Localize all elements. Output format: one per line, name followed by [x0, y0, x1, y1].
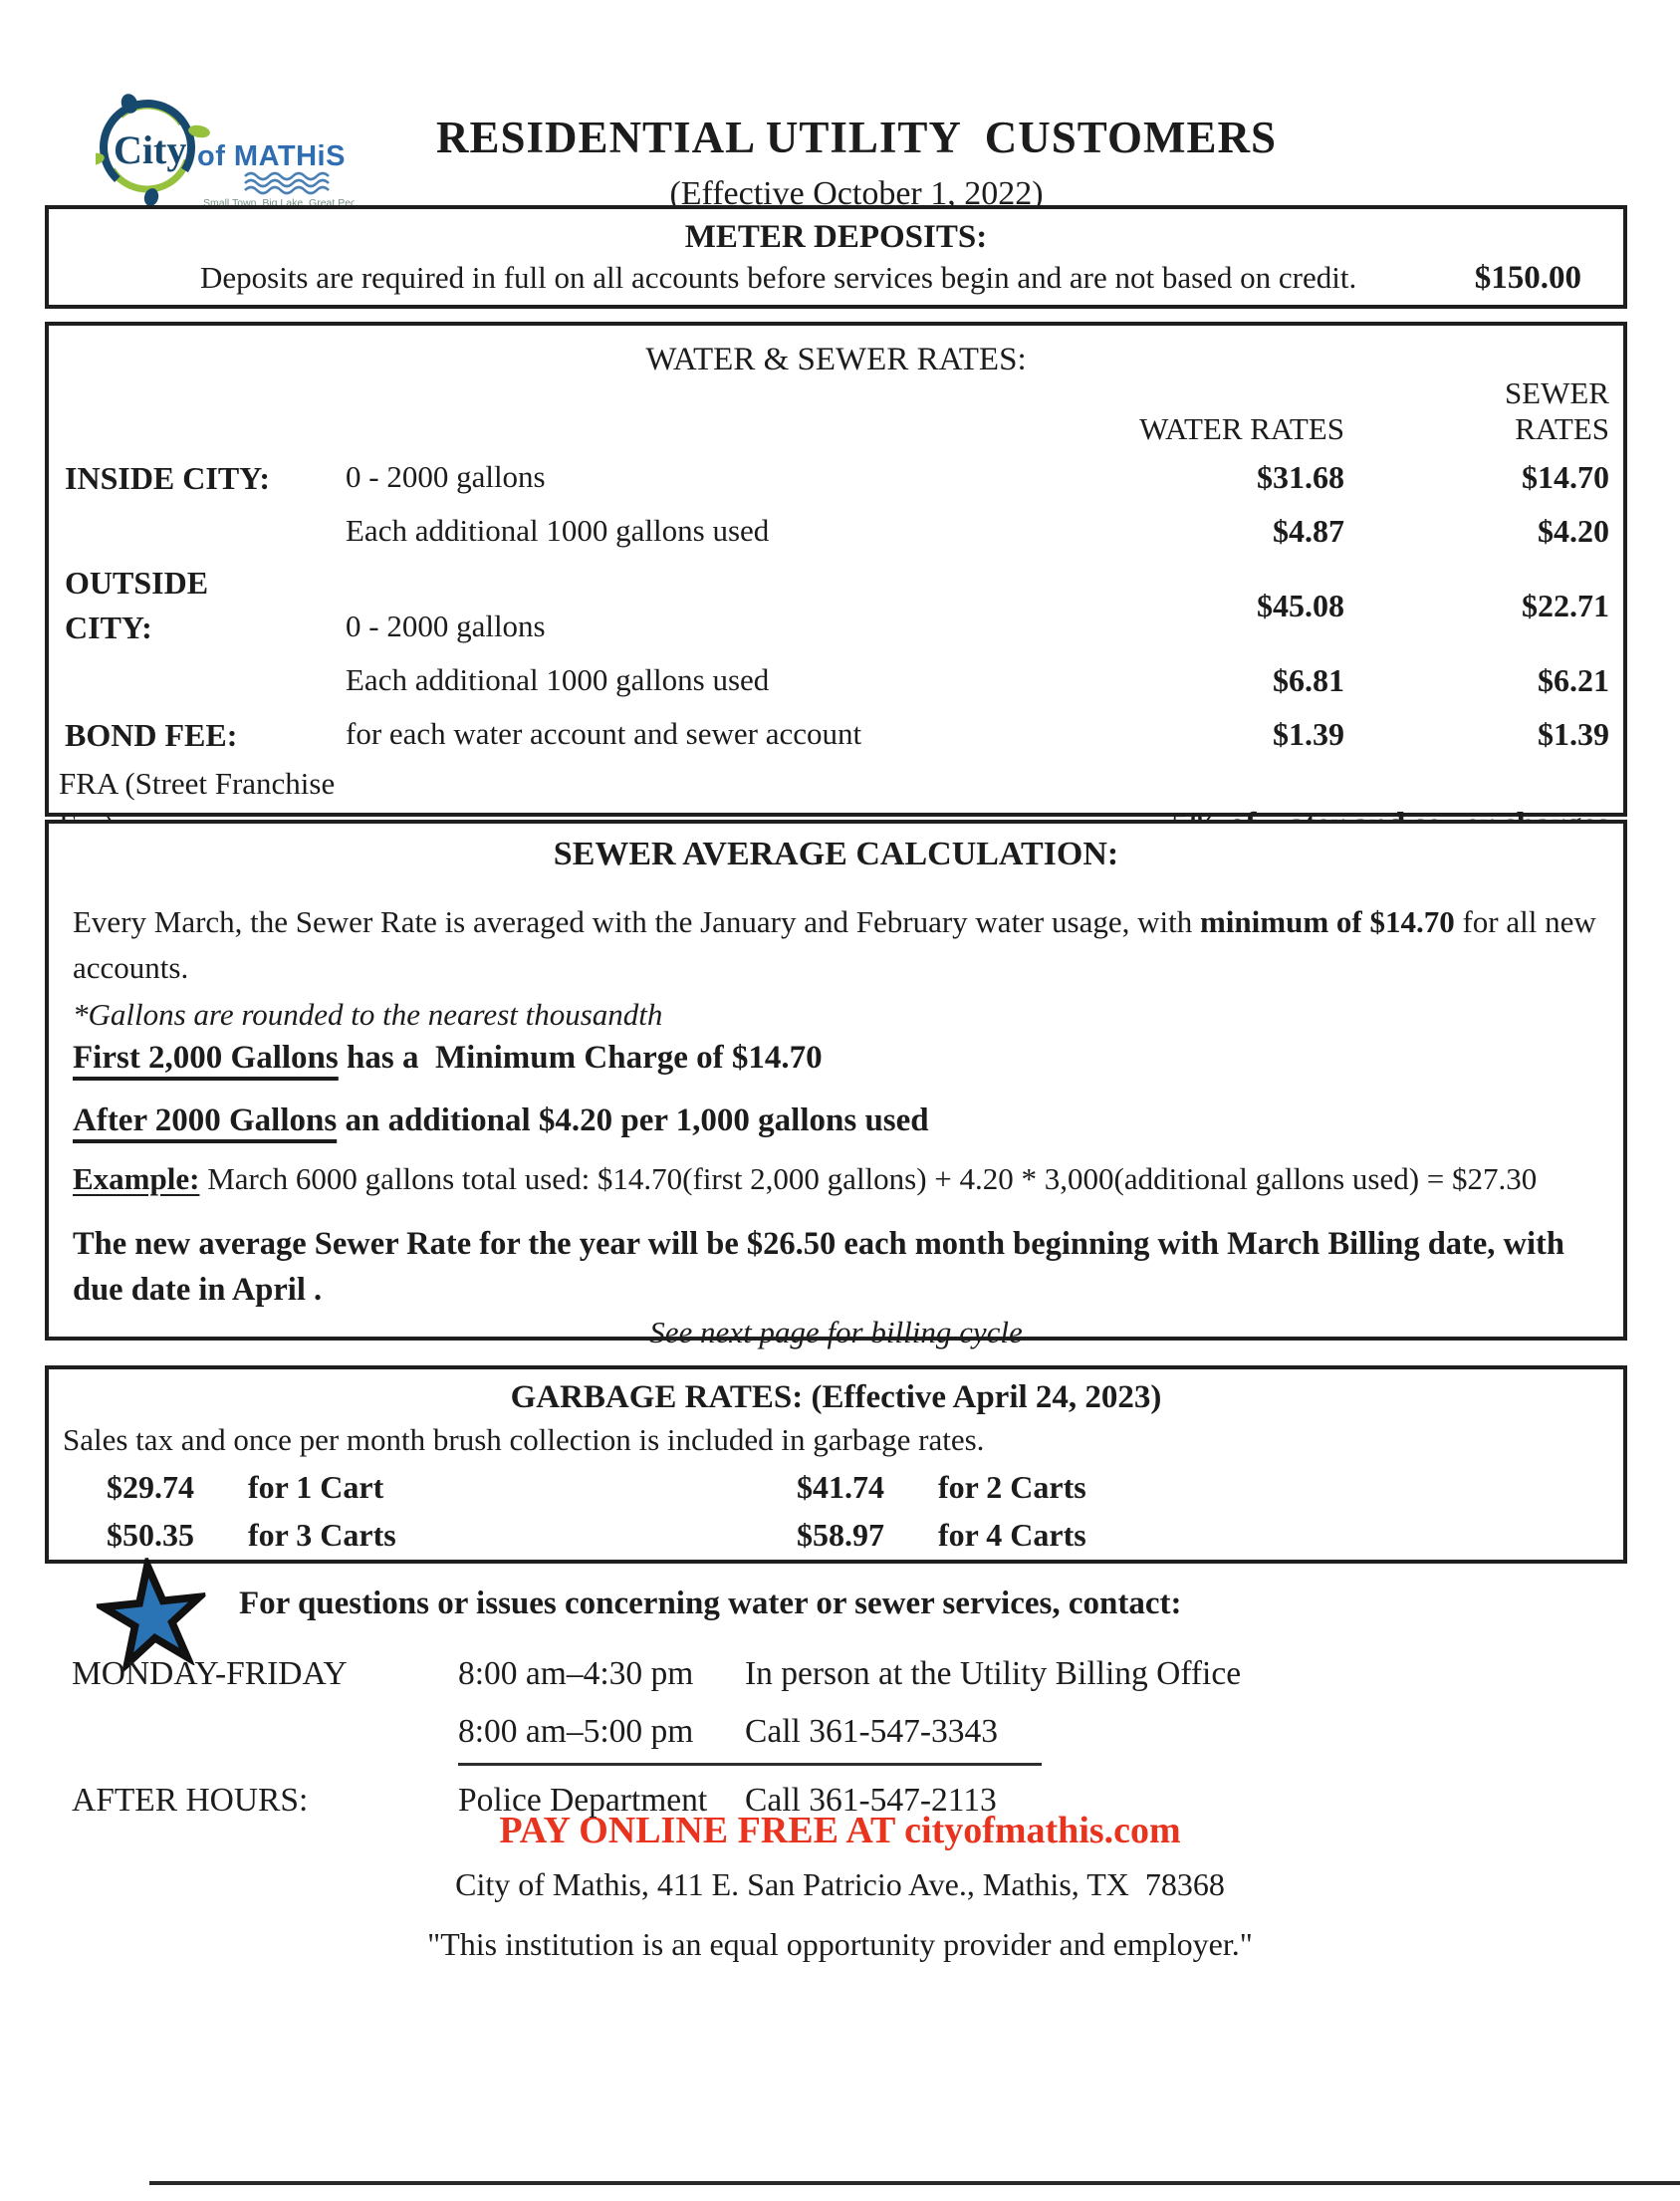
table-row: INSIDE CITY: 0 - 2000 gallons $31.68 $14…: [65, 450, 1609, 504]
contact-row: MONDAY-FRIDAY 8:00 am–4:30 pm In person …: [72, 1655, 1466, 1693]
city-address: City of Mathis, 411 E. San Patricio Ave.…: [455, 1866, 1225, 1902]
table-row: Each additional 1000 gallons used $4.87 …: [65, 504, 1609, 558]
contact-method: Call 361-547-3343: [745, 1713, 999, 1750]
paragraph-text: Every March, the Sewer Rate is averaged …: [73, 904, 1200, 939]
contact-day: MONDAY-FRIDAY: [72, 1655, 348, 1692]
rate-row-desc: Each additional 1000 gallons used: [346, 662, 770, 697]
table-row: OUTSIDE CITY: 0 - 2000 gallons $45.08 $2…: [65, 558, 1609, 653]
sewer-rate-value: $14.70: [1522, 458, 1609, 495]
example-text: March 6000 gallons total used: $14.70(fi…: [199, 1161, 1538, 1197]
garbage-rate-label: for 1 Cart: [248, 1469, 384, 1505]
underlined-text: After 2000 Gallons: [73, 1102, 338, 1139]
sewer-average-paragraph: Every March, the Sewer Rate is averaged …: [73, 899, 1599, 991]
paragraph-bold-text: minimum of $14.70: [1199, 904, 1455, 939]
meter-deposits-title: METER DEPOSITS:: [684, 219, 988, 255]
sewer-average-title: SEWER AVERAGE CALCULATION:: [553, 836, 1119, 872]
rate-row-desc: Each additional 1000 gallons used: [346, 513, 770, 549]
sewer-rate-value: $22.71: [1522, 587, 1609, 623]
garbage-rate-item: $41.74 for 2 Carts: [797, 1464, 1623, 1510]
meter-deposits-row: Deposits are required in full on all acc…: [49, 256, 1623, 297]
meter-deposits-amount: $150.00: [1474, 260, 1581, 296]
average-rate-note: The new average Sewer Rate for the year …: [73, 1226, 1564, 1309]
underlined-text: First 2,000 Gallons: [73, 1040, 339, 1077]
garbage-rate-item: $50.35 for 3 Carts: [107, 1512, 797, 1558]
rate-row-desc: 0 - 2000 gallons: [346, 459, 546, 495]
contact-row: 8:00 am–5:00 pm Call 361-547-3343: [72, 1713, 1466, 1766]
rate-row-label: BOND FEE:: [65, 716, 238, 753]
water-rate-value: $4.87: [1273, 512, 1344, 549]
sewer-rate-value: $1.39: [1538, 715, 1609, 752]
water-rate-value: $1.39: [1273, 715, 1344, 752]
example-label: Example:: [73, 1161, 200, 1197]
rate-row-label: OUTSIDE CITY:: [65, 564, 209, 645]
city-of-mathis-logo: City of MATHiS Small Town. Big Lake. Gre…: [83, 92, 373, 217]
sewer-rate-value: $4.20: [1538, 512, 1609, 549]
line-text: an additional $4.20 per 1,000 gallons us…: [337, 1102, 929, 1139]
contact-underlined-group: 8:00 am–5:00 pm Call 361-547-3343: [458, 1713, 1042, 1766]
water-rate-value: $6.81: [1273, 661, 1344, 698]
equal-opportunity-statement: "This institution is an equal opportunit…: [427, 1926, 1253, 1962]
fra-label: FRA (Street Franchise Fee): [59, 765, 336, 843]
contact-row: AFTER HOURS: Police Department Call 361-…: [72, 1782, 1466, 1820]
rate-row-desc: 0 - 2000 gallons: [346, 609, 546, 643]
contact-hours: 8:00 am–4:30 pm: [458, 1655, 694, 1692]
water-rate-value: $45.08: [1257, 587, 1344, 623]
first-gallons-line: First 2,000 Gallons has a Minimum Charge…: [73, 1040, 1599, 1077]
table-row: BOND FEE: for each water account and sew…: [65, 707, 1609, 761]
contact-hours: 8:00 am–5:00 pm: [458, 1713, 694, 1750]
garbage-rate-price: $29.74: [107, 1469, 194, 1505]
garbage-rate-label: for 2 Carts: [938, 1469, 1086, 1505]
logo-word-of-mathis: of MATHiS: [197, 140, 346, 172]
contact-method: Call 361-547-2113: [745, 1782, 997, 1819]
garbage-rate-price: $58.97: [797, 1517, 884, 1554]
rate-row-label: INSIDE CITY:: [65, 460, 270, 497]
after-gallons-line: After 2000 Gallons an additional $4.20 p…: [73, 1102, 1599, 1139]
water-sewer-title: WATER & SEWER RATES:: [645, 342, 1027, 377]
contact-table: MONDAY-FRIDAY 8:00 am–4:30 pm In person …: [72, 1649, 1466, 1820]
sewer-rates-column-header: SEWER RATES: [1504, 375, 1609, 446]
gallons-rounding-note: *Gallons are rounded to the nearest thou…: [73, 996, 663, 1032]
rate-row-desc: for each water account and sewer account: [346, 716, 862, 751]
contact-day: AFTER HOURS:: [72, 1782, 309, 1819]
sewer-rate-value: $6.21: [1538, 661, 1609, 698]
star-icon: [91, 1553, 212, 1675]
sewer-average-section: SEWER AVERAGE CALCULATION: Every March, …: [45, 820, 1627, 1349]
garbage-rate-price: $50.35: [107, 1517, 194, 1554]
logo-word-city: City: [114, 127, 186, 172]
city-of-mathis-logo-graphic: City of MATHiS Small Town. Big Lake. Gre…: [83, 94, 373, 209]
water-sewer-rates-section: WATER & SEWER RATES: WATER RATES SEWER R…: [45, 322, 1627, 843]
table-header-row: WATER RATES SEWER RATES: [65, 375, 1609, 450]
garbage-rates-grid: $29.74 for 1 Cart $41.74 for 2 Carts $50…: [49, 1464, 1623, 1559]
meter-deposits-description: Deposits are required in full on all acc…: [200, 260, 1357, 295]
see-next-page-note: See next page for billing cycle: [649, 1315, 1023, 1350]
scan-edge-line: [149, 2181, 1680, 2185]
meter-deposits-section: METER DEPOSITS: Deposits are required in…: [45, 205, 1627, 309]
garbage-rate-price: $41.74: [797, 1469, 884, 1505]
water-rate-value: $31.68: [1257, 458, 1344, 495]
garbage-rate-item: $58.97 for 4 Carts: [797, 1512, 1623, 1558]
garbage-rates-title: GARBAGE RATES: (Effective April 24, 2023…: [510, 1379, 1162, 1415]
water-sewer-table: WATER RATES SEWER RATES INSIDE CITY: 0 -…: [65, 375, 1609, 761]
contact-hours: Police Department: [458, 1782, 708, 1819]
garbage-rates-section: GARBAGE RATES: (Effective April 24, 2023…: [45, 1365, 1627, 1564]
paragraph-text: for all new accounts.: [73, 904, 1596, 985]
garbage-rate-label: for 4 Carts: [938, 1517, 1086, 1554]
pay-online-banner: PAY ONLINE FREE AT cityofmathis.com: [499, 1810, 1181, 1851]
table-row: Each additional 1000 gallons used $6.81 …: [65, 653, 1609, 707]
contact-heading: For questions or issues concerning water…: [239, 1586, 1182, 1621]
logo-water-waves: [244, 171, 330, 195]
example-line: Example: March 6000 gallons total used: …: [73, 1161, 1599, 1197]
document-header: RESIDENTIAL UTILITY CUSTOMERS (Effective…: [279, 112, 1434, 213]
garbage-rate-item: $29.74 for 1 Cart: [107, 1464, 797, 1510]
contact-method: In person at the Utility Billing Office: [745, 1655, 1242, 1692]
line-text: has a Minimum Charge of $14.70: [338, 1040, 823, 1077]
water-rates-column-header: WATER RATES: [1139, 410, 1344, 446]
garbage-rates-subtitle: Sales tax and once per month brush colle…: [63, 1422, 985, 1457]
garbage-rate-label: for 3 Carts: [248, 1517, 396, 1554]
page-title: RESIDENTIAL UTILITY CUSTOMERS: [436, 113, 1277, 162]
